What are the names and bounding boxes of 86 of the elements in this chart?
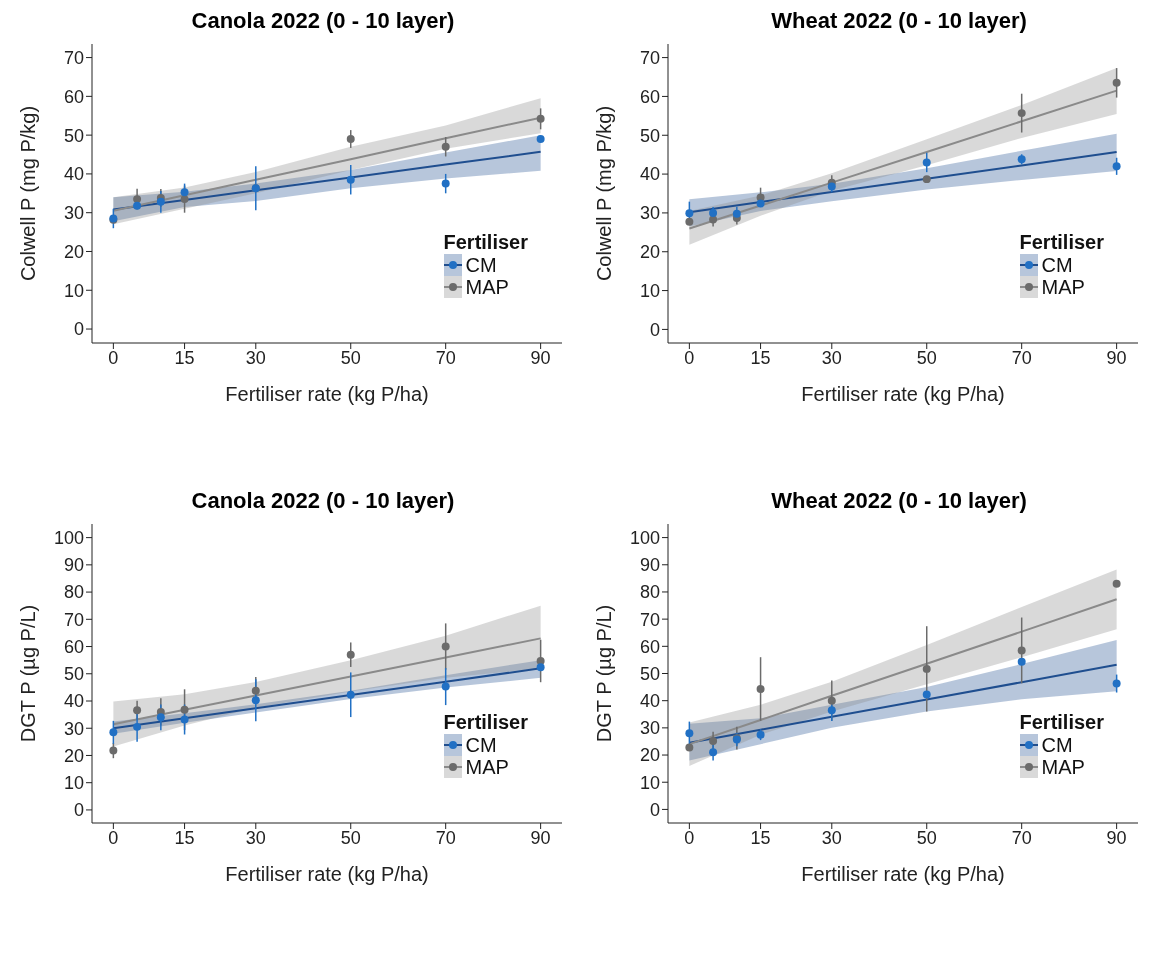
y-tick-label: 40 (639, 164, 660, 185)
legend-label: MAP (465, 276, 509, 298)
y-tick-label: 80 (639, 582, 660, 603)
x-tick-label: 90 (1106, 827, 1127, 848)
y-axis-title: Colwell P (mg P/kg) (17, 105, 40, 282)
y-tick-label: 60 (63, 636, 84, 657)
y-tick-label: 50 (63, 664, 84, 685)
y-tick-label: 50 (639, 125, 660, 146)
y-tick-label: 60 (639, 86, 660, 107)
x-tick-label: 50 (340, 827, 361, 848)
y-tick-label: 70 (639, 47, 660, 68)
x-tick-label: 30 (821, 827, 842, 848)
y-axis-title: DGT P (µg P/L) (593, 604, 616, 743)
x-tick-label: 15 (750, 827, 771, 848)
x-tick-label: 90 (1106, 347, 1127, 368)
y-tick-label: 20 (63, 241, 84, 262)
x-tick-label: 70 (435, 347, 456, 368)
y-axis-title: Colwell P (mg P/kg) (593, 105, 616, 282)
y-tick-label: 60 (63, 86, 84, 107)
y-tick-label: 10 (63, 773, 84, 794)
y-tick-label: 40 (63, 691, 84, 712)
y-tick-label: 40 (63, 164, 84, 185)
y-tick-label: 60 (639, 636, 660, 657)
y-tick-label: 0 (649, 319, 660, 340)
legend-title: Fertiliser (1019, 231, 1104, 254)
y-tick-label: 0 (649, 799, 660, 820)
y-tick-label: 50 (63, 125, 84, 146)
y-tick-label: 40 (639, 691, 660, 712)
x-tick-label: 70 (1011, 827, 1032, 848)
y-tick-label: 20 (63, 745, 84, 766)
x-tick-label: 50 (916, 347, 937, 368)
legend-label: CM (1041, 734, 1073, 756)
y-tick-label: 10 (63, 280, 84, 301)
x-axis-title: Fertiliser rate (kg P/ha) (225, 383, 429, 405)
legend-label: CM (465, 734, 497, 756)
y-tick-label: 100 (53, 528, 84, 549)
y-tick-label: 20 (639, 242, 660, 263)
y-axis-title: DGT P (µg P/L) (17, 604, 40, 743)
y-tick-label: 90 (63, 555, 84, 576)
x-tick-label: 0 (108, 347, 119, 368)
legend-label: CM (465, 254, 497, 276)
x-tick-label: 50 (340, 347, 361, 368)
y-tick-label: 20 (639, 745, 660, 766)
chart-title: Wheat 2022 (0 - 10 layer) (770, 488, 1028, 515)
legend-title: Fertiliser (443, 231, 528, 254)
y-tick-label: 10 (639, 280, 660, 301)
x-tick-label: 70 (435, 827, 456, 848)
x-tick-label: 30 (821, 347, 842, 368)
y-tick-label: 90 (639, 555, 660, 576)
y-tick-label: 30 (63, 718, 84, 739)
chart-title: Canola 2022 (0 - 10 layer) (190, 488, 456, 515)
x-tick-label: 90 (530, 347, 551, 368)
x-tick-label: 70 (1011, 347, 1032, 368)
y-tick-label: 0 (73, 319, 84, 340)
y-tick-label: 30 (639, 718, 660, 739)
y-tick-label: 100 (629, 527, 660, 548)
x-axis-title: Fertiliser rate (kg P/ha) (225, 863, 429, 885)
y-tick-label: 10 (639, 772, 660, 793)
chart-title: Wheat 2022 (0 - 10 layer) (770, 8, 1028, 35)
legend-label: CM (1041, 254, 1073, 276)
legend-title: Fertiliser (443, 711, 528, 734)
legend-title: Fertiliser (1019, 711, 1104, 734)
x-axis-title: Fertiliser rate (kg P/ha) (801, 863, 1005, 885)
x-tick-label: 15 (174, 827, 195, 848)
x-tick-label: 30 (245, 347, 266, 368)
legend-label: MAP (1041, 756, 1085, 778)
x-tick-label: 50 (916, 827, 937, 848)
legend-label: MAP (465, 756, 509, 778)
y-tick-label: 50 (639, 663, 660, 684)
y-tick-label: 80 (63, 582, 84, 603)
x-tick-label: 15 (174, 347, 195, 368)
y-tick-label: 0 (73, 800, 84, 821)
x-tick-label: 0 (684, 827, 695, 848)
x-tick-label: 0 (108, 827, 119, 848)
x-tick-label: 90 (530, 827, 551, 848)
x-tick-label: 0 (684, 347, 695, 368)
y-tick-label: 70 (63, 47, 84, 68)
y-tick-label: 30 (639, 203, 660, 224)
x-tick-label: 30 (245, 827, 266, 848)
chart-title: Canola 2022 (0 - 10 layer) (190, 8, 456, 35)
x-axis-title: Fertiliser rate (kg P/ha) (801, 383, 1005, 405)
x-tick-label: 15 (750, 347, 771, 368)
legend-label: MAP (1041, 276, 1085, 298)
y-tick-label: 70 (639, 609, 660, 630)
y-tick-label: 70 (63, 609, 84, 630)
y-tick-label: 30 (63, 203, 84, 224)
